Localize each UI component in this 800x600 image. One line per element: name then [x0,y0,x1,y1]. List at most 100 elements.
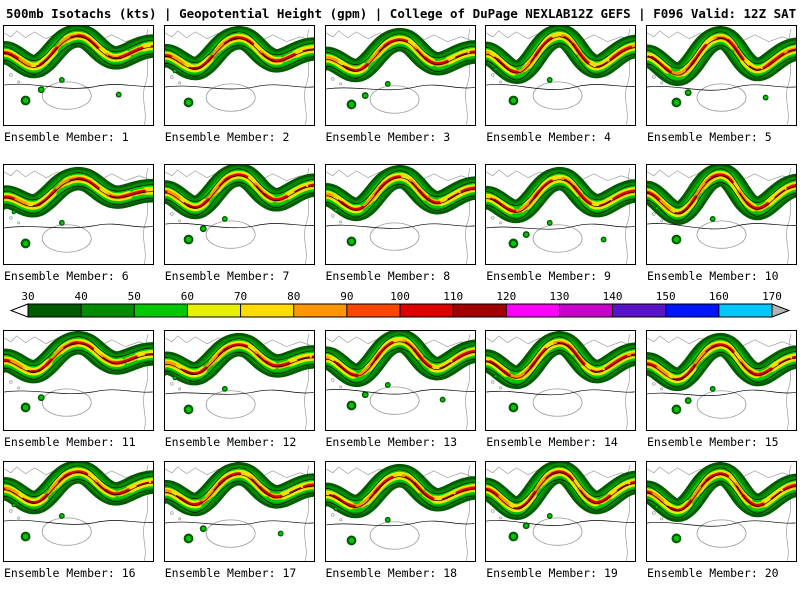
ensemble-map-svg [164,462,314,561]
panel-caption: Ensemble Member: 8 [325,269,451,283]
ensemble-map [163,25,315,126]
panel-caption: Ensemble Member: 15 [647,435,779,449]
ensemble-row-3: Ensemble Member: 11 Ensemble Member: 12 En… [0,330,800,449]
colorbar-tick-label: 170 [762,290,782,303]
ensemble-map-svg [4,331,153,430]
panel-caption: Ensemble Member: 9 [486,269,611,283]
ensemble-panel: Ensemble Member: 10 [646,164,797,283]
ensemble-panel: Ensemble Member: 1 [3,25,154,144]
ensemble-map-svg [325,165,475,264]
ensemble-panel: Ensemble Member: 9 [485,164,637,283]
panel-caption: Ensemble Member: 5 [647,130,772,144]
ensemble-map-svg [325,331,475,430]
ensemble-map-svg [325,26,475,125]
ensemble-map-svg [647,26,796,125]
ensemble-panel: Ensemble Member: 20 [646,461,797,580]
ensemble-map [324,330,476,431]
colorbar-tick-label: 140 [603,290,623,303]
panel-caption: Ensemble Member: 19 [486,566,618,580]
ensemble-map [646,164,797,265]
ensemble-map [163,330,315,431]
panel-caption: Ensemble Member: 12 [164,435,297,449]
panel-caption: Ensemble Member: 14 [486,435,618,449]
colorbar-tick-label: 150 [656,290,676,303]
ensemble-row-1: Ensemble Member: 1 Ensemble Member: 2 Ense… [0,25,800,144]
product-run-valid-time: 12Z GEFS | F096 Valid: 12Z SAT SEP 27 20… [570,6,800,21]
panel-caption: Ensemble Member: 3 [325,130,451,144]
panel-caption: Ensemble Member: 2 [164,130,290,144]
ensemble-map [163,461,315,562]
panel-caption: Ensemble Member: 18 [325,566,458,580]
ensemble-map [163,164,315,265]
colorbar-tick-label: 160 [709,290,729,303]
panel-caption: Ensemble Member: 6 [4,269,129,283]
ensemble-map-svg [4,26,153,125]
ensemble-map-svg [4,165,153,264]
colorbar-tick-label: 90 [340,290,353,303]
ensemble-map-svg [325,462,475,561]
ensemble-map [646,461,797,562]
ensemble-row-2: Ensemble Member: 6 Ensemble Member: 7 Ense… [0,164,800,283]
panel-caption: Ensemble Member: 7 [164,269,290,283]
ensemble-panel: Ensemble Member: 15 [646,330,797,449]
ensemble-panel: Ensemble Member: 13 [324,330,476,449]
colorbar-tick-label: 30 [21,290,34,303]
panel-caption: Ensemble Member: 4 [486,130,611,144]
panel-caption: Ensemble Member: 10 [647,269,779,283]
colorbar-tick-label: 60 [181,290,194,303]
ensemble-panel: Ensemble Member: 18 [324,461,476,580]
ensemble-map [485,461,637,562]
ensemble-map [324,461,476,562]
ensemble-map-svg [164,165,314,264]
ensemble-map-svg [486,462,636,561]
ensemble-map-svg [647,331,796,430]
ensemble-map [3,330,154,431]
ensemble-map [3,164,154,265]
colorbar-tick-label: 70 [234,290,247,303]
ensemble-panel: Ensemble Member: 3 [324,25,476,144]
panel-caption: Ensemble Member: 17 [164,566,297,580]
ensemble-map [646,25,797,126]
ensemble-map-svg [647,165,796,264]
ensemble-map [324,164,476,265]
ensemble-panel: Ensemble Member: 16 [3,461,154,580]
ensemble-panel: Ensemble Member: 14 [485,330,637,449]
ensemble-map [3,25,154,126]
ensemble-panel: Ensemble Member: 7 [163,164,315,283]
ensemble-map [485,25,637,126]
colorbar-tick-label: 40 [75,290,88,303]
ensemble-map-svg [4,462,153,561]
ensemble-panel: Ensemble Member: 8 [324,164,476,283]
colorbar-tick-label: 130 [549,290,569,303]
ensemble-panel: Ensemble Member: 6 [3,164,154,283]
panel-caption: Ensemble Member: 16 [4,566,136,580]
ensemble-map-svg [164,331,314,430]
colorbar-tick-label: 50 [128,290,141,303]
ensemble-panel: Ensemble Member: 12 [163,330,315,449]
ensemble-map [324,25,476,126]
isotach-colorbar-svg: 30 40 50 60 70 80 90 100 110 120 130 140 150 160 170 [9,290,791,318]
colorbar-tick-label: 110 [443,290,463,303]
ensemble-panel: Ensemble Member: 17 [163,461,315,580]
colorbar-right-arrow [771,303,791,318]
panel-caption: Ensemble Member: 11 [4,435,136,449]
colorbar-tick-label: 100 [390,290,410,303]
panel-caption: Ensemble Member: 13 [325,435,458,449]
ensemble-map [646,330,797,431]
ensemble-panel: Ensemble Member: 2 [163,25,315,144]
ensemble-panel: Ensemble Member: 11 [3,330,154,449]
ensemble-map-svg [486,331,636,430]
ensemble-map-svg [164,26,314,125]
ensemble-map-svg [647,462,796,561]
colorbar-left-arrow [9,303,29,318]
gefs-ensemble-page: 500mb Isotachs (kts) | Geopotential Heig… [0,0,800,580]
colorbar-tick-label: 80 [287,290,300,303]
panel-caption: Ensemble Member: 1 [4,130,129,144]
product-header: 500mb Isotachs (kts) | Geopotential Heig… [0,0,800,23]
ensemble-panel: Ensemble Member: 5 [646,25,797,144]
ensemble-panel: Ensemble Member: 19 [485,461,637,580]
colorbar-tick-label: 120 [496,290,516,303]
ensemble-row-4: Ensemble Member: 16 Ensemble Member: 17 En… [0,461,800,580]
ensemble-map-svg [486,26,636,125]
isotach-colorbar: 30 40 50 60 70 80 90 100 110 120 130 140 150 160 170 [0,289,800,325]
